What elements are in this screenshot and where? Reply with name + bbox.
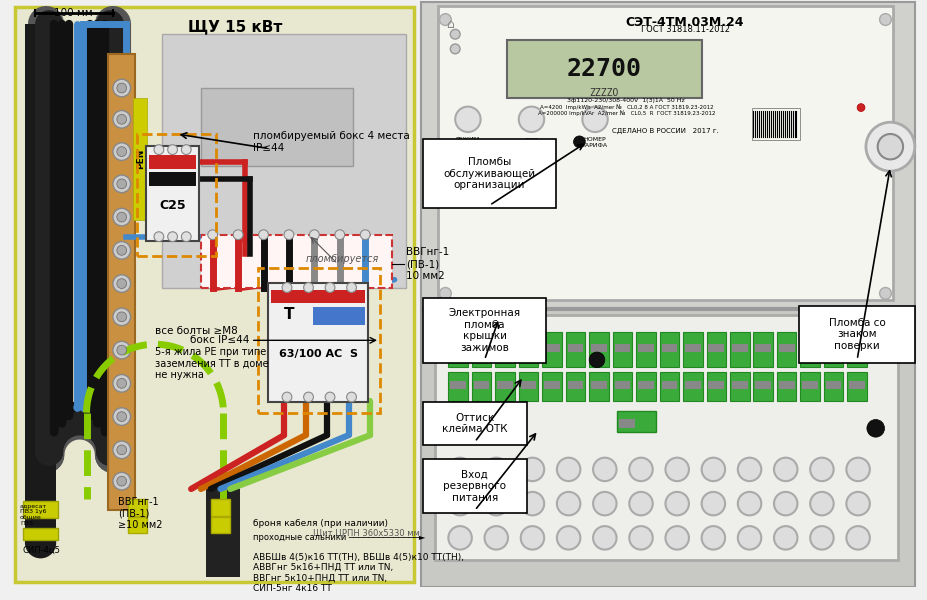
Text: НОМЕР
ТАРИФА: НОМЕР ТАРИФА [581, 137, 607, 148]
FancyBboxPatch shape [423, 298, 546, 363]
Circle shape [573, 136, 585, 148]
Bar [619, 419, 634, 428]
Bar [161, 34, 406, 289]
Bar [133, 98, 147, 220]
Text: A=4200  Imp/kWh  A2/mer №   CL0,2 8 A ГОСТ 31819.23-2012: A=4200 Imp/kWh A2/mer № CL0,2 8 A ГОСТ 3… [539, 105, 712, 110]
Circle shape [450, 29, 460, 39]
Bar [848, 344, 864, 352]
Bar [684, 344, 700, 352]
Circle shape [360, 230, 370, 239]
Text: Пломба со
знаком
поверки: Пломба со знаком поверки [828, 318, 884, 351]
Circle shape [556, 458, 579, 481]
Circle shape [556, 492, 579, 515]
Circle shape [113, 374, 131, 392]
Circle shape [879, 14, 891, 25]
Circle shape [701, 526, 724, 550]
Circle shape [117, 379, 126, 388]
Bar [206, 477, 240, 489]
FancyBboxPatch shape [438, 6, 893, 300]
Circle shape [117, 312, 126, 322]
Circle shape [439, 287, 451, 299]
Text: C25: C25 [159, 199, 185, 212]
Bar [755, 344, 770, 352]
Bar [567, 382, 583, 389]
Text: 5-я жила PE при типе
заземления ТТ в доме
не нужна: 5-я жила PE при типе заземления ТТ в дом… [155, 347, 268, 380]
FancyBboxPatch shape [798, 306, 914, 363]
Bar [15, 7, 413, 582]
Bar [127, 499, 147, 517]
Text: 63/100 AC  S: 63/100 AC S [278, 349, 358, 359]
Bar [800, 332, 819, 367]
Circle shape [208, 230, 217, 239]
Text: Электронная
пломба
крышки
зажимов: Электронная пломба крышки зажимов [448, 308, 520, 353]
Circle shape [117, 412, 126, 421]
Circle shape [154, 232, 163, 242]
Bar [210, 517, 230, 533]
Circle shape [181, 232, 191, 242]
Circle shape [284, 230, 294, 239]
Circle shape [113, 341, 131, 359]
Bar [755, 382, 770, 389]
Bar [127, 517, 147, 533]
Text: СЭТ-4ТМ.03М.24: СЭТ-4ТМ.03М.24 [625, 16, 743, 29]
Bar [707, 344, 723, 352]
Bar [448, 332, 467, 367]
Bar [589, 332, 608, 367]
Bar [495, 371, 514, 401]
Bar [590, 344, 606, 352]
Circle shape [589, 352, 604, 368]
Circle shape [448, 458, 471, 481]
FancyBboxPatch shape [423, 139, 555, 208]
Circle shape [809, 526, 832, 550]
Circle shape [809, 458, 832, 481]
Bar [450, 344, 465, 352]
Bar [802, 382, 817, 389]
Bar [753, 332, 772, 367]
Bar [518, 371, 538, 401]
Text: ВВГнг-1
(ПВ-1)
10 мм2: ВВГнг-1 (ПВ-1) 10 мм2 [406, 247, 449, 281]
Bar [846, 332, 866, 367]
Bar [520, 344, 536, 352]
Bar [614, 344, 629, 352]
Bar [201, 88, 352, 166]
Text: Вход
резервного
питания: Вход резервного питания [443, 469, 506, 503]
Bar [589, 371, 608, 401]
FancyBboxPatch shape [423, 402, 526, 445]
Circle shape [592, 492, 616, 515]
Bar [495, 332, 514, 367]
Text: PEN: PEN [135, 149, 145, 169]
Circle shape [556, 526, 579, 550]
Bar [149, 172, 196, 186]
Circle shape [117, 445, 126, 455]
Bar [518, 332, 538, 367]
Circle shape [857, 104, 864, 112]
Text: Щит ЦРПН 360х5330 мм: Щит ЦРПН 360х5330 мм [313, 529, 420, 538]
Circle shape [259, 230, 268, 239]
Circle shape [113, 110, 131, 128]
Circle shape [439, 14, 451, 25]
Circle shape [347, 392, 356, 402]
Bar [541, 371, 561, 401]
Circle shape [117, 245, 126, 255]
Circle shape [113, 175, 131, 193]
Bar [635, 332, 655, 367]
Circle shape [310, 230, 319, 239]
Circle shape [324, 283, 335, 292]
Circle shape [773, 526, 796, 550]
Bar [25, 25, 57, 543]
Circle shape [448, 492, 471, 515]
Circle shape [629, 526, 652, 550]
Bar [705, 332, 725, 367]
Bar [638, 344, 653, 352]
FancyBboxPatch shape [506, 40, 701, 98]
Bar [210, 499, 230, 517]
Bar [753, 371, 772, 401]
Bar [682, 371, 702, 401]
Text: T: T [284, 307, 294, 322]
Circle shape [117, 345, 126, 355]
Circle shape [113, 143, 131, 160]
Circle shape [117, 83, 126, 93]
Bar [108, 54, 135, 511]
Circle shape [117, 476, 126, 486]
Circle shape [117, 279, 126, 289]
